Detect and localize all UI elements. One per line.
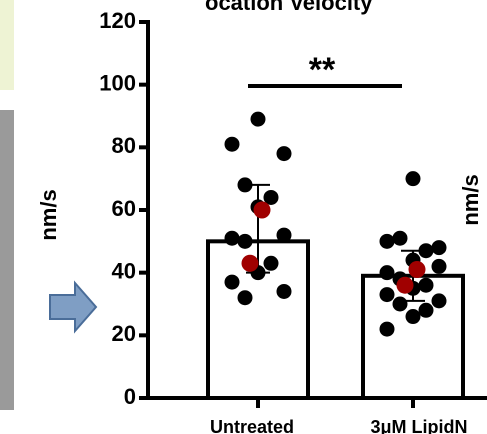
y-tick-label: 40 [112, 258, 136, 283]
y-axis-label: nm/s [36, 189, 61, 240]
x-tick-label: 3μM LipidN [370, 417, 467, 434]
arrow [49, 280, 98, 334]
data-point [379, 321, 395, 337]
data-point [263, 255, 279, 271]
highlight-point [253, 201, 271, 219]
significance-label: ** [309, 51, 336, 89]
y-tick-label: 0 [124, 384, 136, 409]
data-point [276, 283, 292, 299]
data-point [379, 287, 395, 303]
y-tick-label: 20 [112, 321, 136, 346]
data-point [405, 309, 421, 325]
data-point [237, 233, 253, 249]
y-tick-label: 80 [112, 133, 136, 158]
data-point [224, 136, 240, 152]
data-point [418, 277, 434, 293]
highlight-point [396, 276, 414, 294]
data-point [418, 302, 434, 318]
left-image [0, 110, 14, 410]
y-tick-label: 120 [99, 8, 136, 33]
highlight-point [408, 261, 426, 279]
data-point [392, 230, 408, 246]
data-point [418, 243, 434, 259]
data-point [224, 274, 240, 290]
data-point [379, 265, 395, 281]
data-point [237, 290, 253, 306]
x-tick-label: Untreated [210, 417, 294, 434]
data-point [431, 240, 447, 256]
data-point [237, 177, 253, 193]
data-point [405, 171, 421, 187]
y-tick-label: 60 [112, 196, 136, 221]
y-tick-label: 100 [99, 70, 136, 95]
data-point [224, 230, 240, 246]
right-panel-label: nm/s [458, 174, 483, 225]
data-point [379, 233, 395, 249]
chart-title: ocation Velocity [205, 0, 373, 15]
left-panel [0, 0, 14, 90]
data-point [263, 189, 279, 205]
highlight-point [241, 254, 259, 272]
data-point [250, 111, 266, 127]
data-point [431, 293, 447, 309]
data-point [276, 227, 292, 243]
data-point [431, 258, 447, 274]
data-point [276, 146, 292, 162]
data-point [392, 296, 408, 312]
